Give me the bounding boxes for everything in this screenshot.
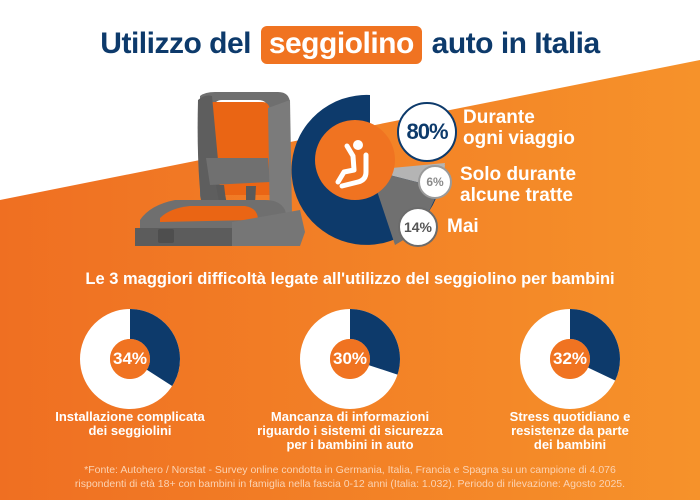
difficulty-pct-2: 30% — [332, 349, 368, 368]
difficulties-title: Le 3 maggiori difficoltà legate all'util… — [85, 270, 615, 288]
title-before: Utilizzo del — [100, 27, 251, 60]
usage-label-14: Mai — [447, 216, 479, 237]
difficulty-donut-3: 32% — [520, 309, 620, 409]
usage-label-80: Durante ogni viaggio — [463, 107, 575, 149]
title-after: auto in Italia — [431, 27, 601, 60]
usage-label-6: Solo durante alcune tratte — [460, 164, 577, 206]
usage-pct-6: 6% — [418, 165, 452, 199]
page-title: Utilizzo del seggiolino auto in Italia — [0, 26, 700, 64]
source-footnote: *Fonte: Autohero / Norstat - Survey onli… — [74, 464, 626, 490]
difficulty-caption-3: Stress quotidiano e resistenze da parte … — [509, 409, 631, 452]
usage-pct-80: 80% — [397, 102, 457, 162]
child-seat-passenger-icon — [335, 140, 369, 189]
difficulty-pct-1: 34% — [112, 349, 148, 368]
usage-pct-14: 14% — [398, 207, 438, 247]
difficulty-pct-3: 32% — [552, 349, 588, 368]
title-highlight: seggiolino — [260, 26, 422, 64]
difficulty-donut-2: 30% — [300, 309, 400, 409]
difficulty-caption-1: Installazione complicata dei seggiolini — [55, 409, 205, 438]
difficulty-caption-2: Mancanza di informazioni riguardo i sist… — [257, 409, 443, 452]
difficulty-donut-1: 34% — [80, 309, 180, 409]
